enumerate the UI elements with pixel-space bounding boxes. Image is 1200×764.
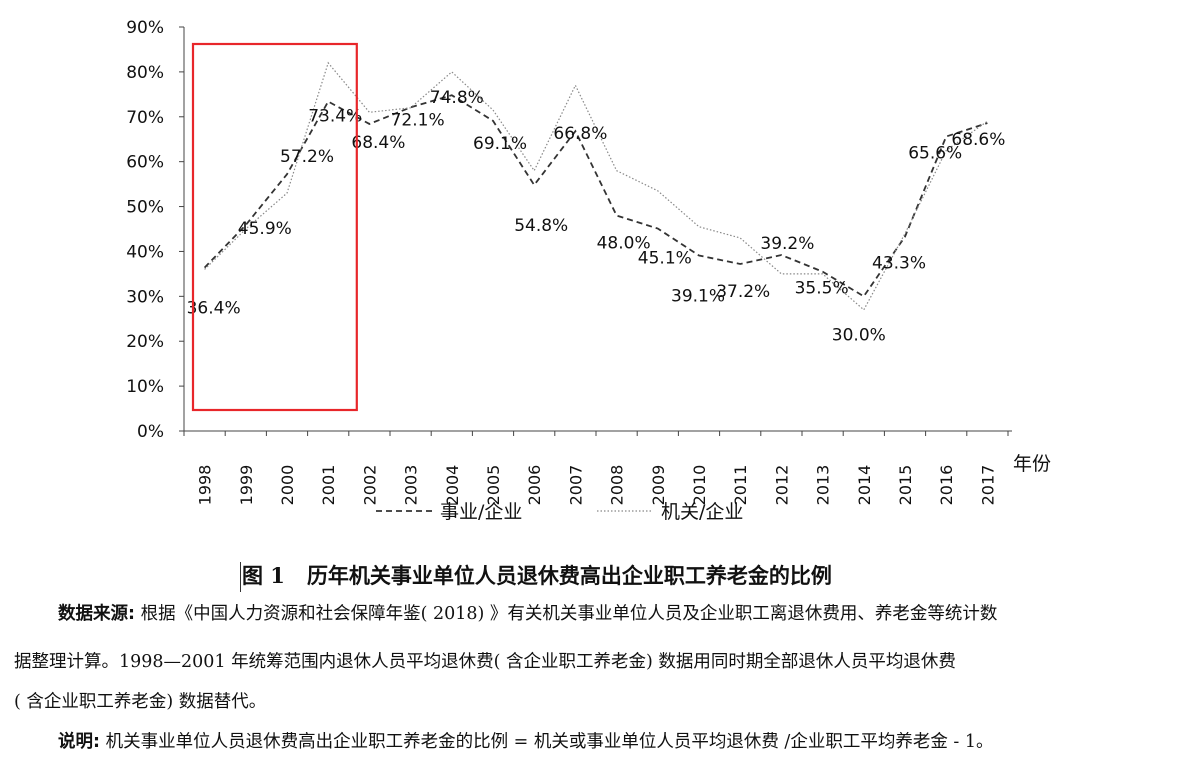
highlight-box	[191, 42, 358, 412]
data-label: 48.0%	[597, 234, 651, 254]
x-tick-label: 2007	[566, 465, 585, 506]
x-tick-label: 2006	[525, 465, 544, 506]
x-tick-label: 2003	[402, 465, 421, 506]
data-label: 66.8%	[553, 124, 607, 144]
data-label: 54.8%	[514, 216, 568, 236]
y-axis-ticks: 0% 10% 20% 30% 40% 50% 60% 70% 80% 90%	[126, 18, 184, 442]
data-label: 69.1%	[473, 134, 527, 154]
y-tick-label: 20%	[126, 332, 164, 352]
x-tick-label: 1999	[237, 465, 256, 506]
data-label: 37.2%	[716, 282, 770, 302]
data-label: 35.5%	[795, 279, 849, 299]
x-axis-ticks: 1998 1999 2000 2001 2002 2003 2004 2005 2006 2007…	[183, 431, 1009, 506]
y-tick-label: 80%	[126, 63, 164, 83]
y-tick-label: 30%	[126, 287, 164, 307]
x-tick-label: 2009	[649, 465, 668, 506]
data-label: 45.1%	[638, 249, 692, 269]
figure-title: 历年机关事业单位人员退休费高出企业职工养老金的比例	[306, 563, 832, 588]
data-labels: 36.4% 45.9% 57.2% 73.4% 68.4% 72.1%74.8% 69.1%…	[187, 88, 1006, 345]
y-tick-label: 50%	[126, 198, 164, 218]
x-tick-label: 2014	[855, 465, 874, 506]
series-line-2	[204, 61, 988, 311]
x-tick-label: 2011	[731, 465, 750, 506]
x-tick-label: 2012	[772, 465, 791, 506]
data-label: 45.9%	[238, 219, 292, 239]
data-label: 72.1%	[391, 110, 445, 130]
source-note-line-2: 据整理计算。1998—2001 年统筹范围内退休人员平均退休费( 含企业职工养老…	[14, 652, 956, 672]
data-label: 39.2%	[760, 234, 814, 254]
y-tick-label: 10%	[126, 377, 164, 397]
source-note-line-3: ( 含企业职工养老金) 数据替代。	[14, 692, 267, 712]
x-tick-label: 2002	[360, 465, 379, 506]
x-tick-label: 2004	[443, 465, 462, 506]
x-axis-unit-label: 年份	[1013, 453, 1051, 475]
legend-label: 机关/企业	[661, 501, 743, 523]
text-cursor	[240, 562, 241, 592]
explanation-note: 说明: 机关事业单位人员退休费高出企业职工养老金的比例 = 机关或事业单位人员平…	[58, 728, 1200, 753]
x-tick-label: 2013	[814, 465, 833, 506]
figure-caption: 图 1 历年机关事业单位人员退休费高出企业职工养老金的比例	[240, 560, 832, 592]
data-label: 57.2%	[280, 147, 334, 167]
line-chart: 0% 10% 20% 30% 40% 50% 60% 70% 80% 90% 1998 1999 20…	[126, 18, 1051, 523]
source-note-line-1: 数据来源: 根据《中国人力资源和社会保障年鉴( 2018) 》有关机关事业单位人…	[58, 600, 1200, 625]
source-text-1: 根据《中国人力资源和社会保障年鉴( 2018) 》有关机关事业单位人员及企业职工…	[140, 604, 998, 624]
data-label: 39.1%	[671, 286, 725, 306]
legend: 事业/企业 机关/企业	[376, 501, 743, 523]
y-tick-label: 40%	[126, 242, 164, 262]
y-tick-label: 70%	[126, 108, 164, 128]
series-layer	[203, 61, 988, 311]
x-tick-label: 2016	[937, 465, 956, 506]
x-tick-label: 2015	[896, 465, 915, 506]
data-label: 73.4%	[308, 107, 362, 127]
data-label: 74.8%	[430, 88, 484, 108]
y-tick-label: 90%	[126, 18, 164, 38]
x-tick-label: 2001	[319, 465, 338, 506]
x-tick-label: 2005	[484, 465, 503, 506]
data-label: 43.3%	[872, 254, 926, 274]
x-tick-label: 2010	[690, 465, 709, 506]
x-tick-label: 2017	[978, 465, 997, 506]
explanation-label: 说明:	[58, 732, 100, 752]
data-label: 68.6%	[951, 130, 1005, 150]
legend-label: 事业/企业	[440, 501, 522, 523]
data-label: 36.4%	[187, 299, 241, 319]
data-label: 30.0%	[832, 325, 886, 345]
series-line-1	[203, 94, 988, 298]
source-label: 数据来源:	[58, 604, 135, 624]
explanation-text: 机关事业单位人员退休费高出企业职工养老金的比例 = 机关或事业单位人员平均退休费…	[105, 732, 994, 752]
data-label: 68.4%	[351, 133, 405, 153]
figure-number: 图 1	[242, 563, 285, 588]
y-tick-label: 0%	[137, 422, 164, 442]
x-tick-label: 2008	[608, 465, 627, 506]
x-tick-label: 2000	[278, 465, 297, 506]
y-tick-label: 60%	[126, 153, 164, 173]
x-tick-label: 1998	[196, 465, 215, 506]
data-label: 65.6%	[908, 144, 962, 164]
